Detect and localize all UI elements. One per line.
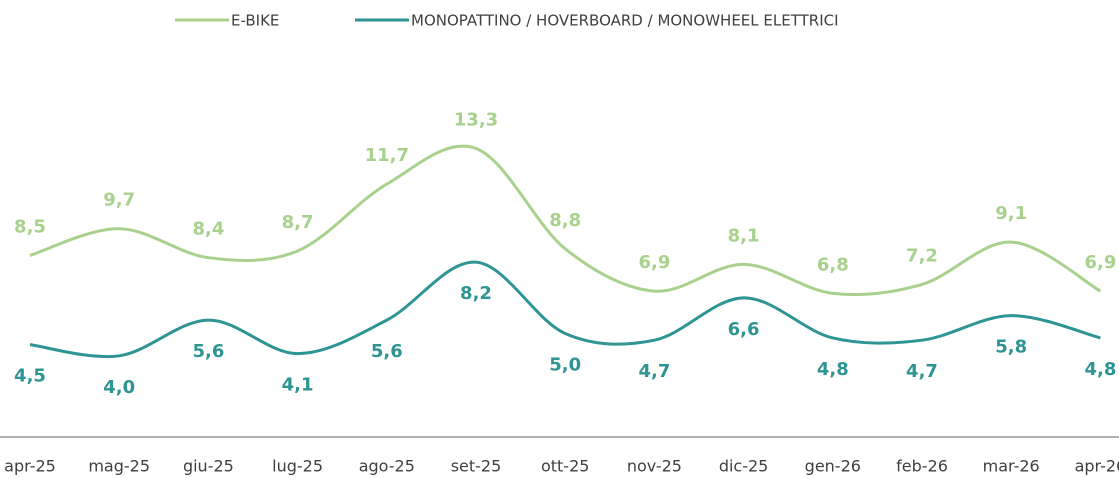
x-tick-label: set-25 bbox=[451, 457, 502, 476]
data-label: 4,7 bbox=[638, 361, 670, 382]
data-label: 13,3 bbox=[454, 109, 498, 130]
x-tick-label: nov-25 bbox=[627, 457, 682, 476]
data-label: 8,1 bbox=[728, 225, 760, 246]
data-label: 4,8 bbox=[817, 359, 849, 380]
data-label: 5,8 bbox=[995, 337, 1027, 358]
data-label: 4,7 bbox=[906, 361, 938, 382]
data-label: 4,0 bbox=[103, 377, 135, 398]
x-tick-label: feb-26 bbox=[896, 457, 948, 476]
line bbox=[29, 144, 1102, 297]
x-tick-label: apr-26 bbox=[1075, 457, 1119, 476]
data-label: 8,8 bbox=[549, 210, 581, 231]
data-label: 4,1 bbox=[282, 375, 314, 396]
data-label: 4,5 bbox=[14, 366, 46, 387]
data-label: 6,8 bbox=[817, 254, 849, 275]
data-label: 7,2 bbox=[906, 245, 938, 266]
data-label: 8,4 bbox=[192, 219, 224, 240]
data-label: 5,0 bbox=[549, 355, 581, 376]
x-tick-label: giu-25 bbox=[183, 457, 234, 476]
data-label: 6,9 bbox=[638, 252, 670, 273]
x-tick-label: dic-25 bbox=[719, 457, 769, 476]
x-tick-label: lug-25 bbox=[272, 457, 323, 476]
data-label: 6,9 bbox=[1084, 252, 1116, 273]
data-label: 8,2 bbox=[460, 283, 492, 304]
data-label: 6,6 bbox=[728, 319, 760, 340]
line bbox=[29, 260, 1101, 359]
data-label: 11,7 bbox=[365, 145, 409, 166]
data-label: 8,5 bbox=[14, 216, 46, 237]
data-label: 9,7 bbox=[103, 190, 135, 211]
x-tick-label: gen-26 bbox=[805, 457, 861, 476]
x-tick-label: mar-26 bbox=[983, 457, 1040, 476]
data-label: 4,8 bbox=[1084, 359, 1116, 380]
x-tick-label: ott-25 bbox=[541, 457, 589, 476]
legend-label: MONOPATTINO / HOVERBOARD / MONOWHEEL ELE… bbox=[411, 12, 839, 30]
legend-label: E-BIKE bbox=[231, 12, 279, 30]
data-label: 5,6 bbox=[192, 341, 224, 362]
data-label: 9,1 bbox=[995, 203, 1027, 224]
data-label: 5,6 bbox=[371, 341, 403, 362]
x-tick-label: ago-25 bbox=[359, 457, 415, 476]
x-tick-label: apr-25 bbox=[4, 457, 56, 476]
data-label: 8,7 bbox=[282, 212, 314, 233]
x-tick-label: mag-25 bbox=[88, 457, 150, 476]
